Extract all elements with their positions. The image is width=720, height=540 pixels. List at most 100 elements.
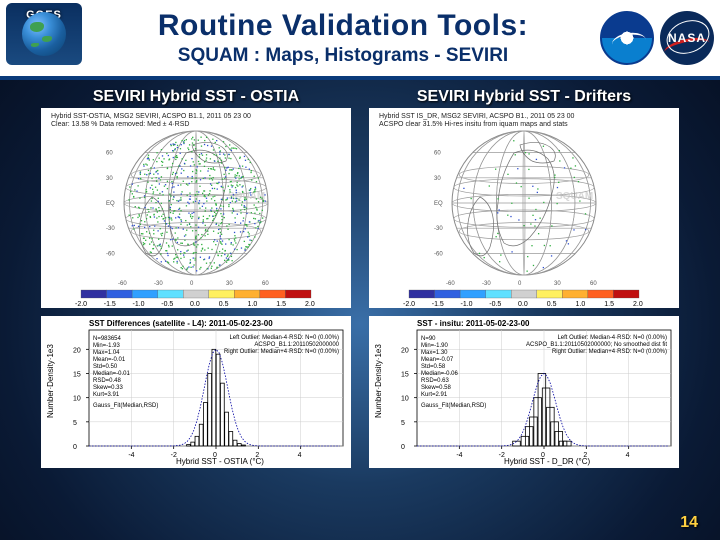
- left-map-panel: Hybrid SST-OSTIA, MSG2 SEVIRI, ACSPO B1.…: [41, 108, 351, 308]
- svg-text:Hybrid SST-OSTIA, MSG2 SEVIRI,: Hybrid SST-OSTIA, MSG2 SEVIRI, ACSPO B1.…: [51, 113, 251, 120]
- svg-text:5: 5: [401, 420, 405, 427]
- svg-text:-4: -4: [456, 452, 462, 459]
- right-column: SEVIRI Hybrid SST - Drifters Hybrid SST …: [369, 88, 679, 468]
- right-column-title: SEVIRI Hybrid SST - Drifters: [369, 88, 679, 106]
- svg-text:30: 30: [106, 176, 113, 182]
- svg-text:-1.5: -1.5: [104, 301, 116, 308]
- left-hist-panel: SST Differences (satellite - L4): 2011-0…: [41, 316, 351, 468]
- svg-text:-60: -60: [434, 251, 443, 257]
- svg-text:ACSPO_B1.1:20110502000000; No: ACSPO_B1.1:20110502000000; No smoothed d…: [526, 342, 667, 348]
- svg-text:Kurt=2.91: Kurt=2.91: [421, 392, 448, 398]
- svg-text:-1.5: -1.5: [432, 301, 444, 308]
- svg-text:30: 30: [434, 176, 441, 182]
- svg-text:4: 4: [298, 452, 302, 459]
- noaa-logo-icon: [600, 11, 654, 65]
- svg-text:EQ: EQ: [106, 201, 115, 207]
- svg-text:Median=-0.01: Median=-0.01: [93, 371, 131, 377]
- svg-text:SST - insitu: 2011-05-02-23-00: SST - insitu: 2011-05-02-23-00: [417, 319, 530, 328]
- svg-text:0: 0: [401, 444, 405, 451]
- svg-text:SQUAM: SQUAM: [556, 191, 593, 202]
- svg-text:2.0: 2.0: [633, 301, 643, 308]
- svg-text:Right Outlier: Median+4·RSD: N: Right Outlier: Median+4·RSD: N=0 (0.00%): [224, 349, 339, 355]
- earth-icon: [22, 12, 66, 56]
- svg-text:60: 60: [262, 281, 269, 287]
- svg-text:Left Outlier: Median-4·RSD: N=: Left Outlier: Median-4·RSD: N=0 (0.00%): [229, 335, 339, 341]
- left-map-chart: Hybrid SST-OSTIA, MSG2 SEVIRI, ACSPO B1.…: [41, 108, 351, 308]
- svg-text:1.5: 1.5: [276, 301, 286, 308]
- svg-text:-60: -60: [118, 281, 127, 287]
- svg-text:1.0: 1.0: [248, 301, 258, 308]
- svg-text:-1.0: -1.0: [133, 301, 145, 308]
- svg-text:Std=0.58: Std=0.58: [421, 364, 446, 370]
- svg-text:Median=-0.06: Median=-0.06: [421, 371, 459, 377]
- right-histogram-chart: SST - insitu: 2011-05-02-23-00-4-2024051…: [369, 316, 679, 468]
- svg-text:2.0: 2.0: [305, 301, 315, 308]
- svg-text:Gauss_Fit(Median,RSD): Gauss_Fit(Median,RSD): [93, 403, 158, 409]
- svg-text:20: 20: [401, 347, 409, 354]
- header-bar: GOES Routine Validation Tools: SQUAM : M…: [0, 0, 720, 80]
- nasa-label: NASA: [660, 31, 714, 45]
- svg-text:ACSPO_B1.1:20110502000000: ACSPO_B1.1:20110502000000: [254, 342, 339, 348]
- svg-text:-30: -30: [106, 226, 115, 232]
- slide-title: Routine Validation Tools:: [86, 9, 600, 43]
- svg-text:-60: -60: [446, 281, 455, 287]
- svg-text:0.0: 0.0: [518, 301, 528, 308]
- svg-text:Skew=0.58: Skew=0.58: [421, 385, 452, 391]
- left-histogram-chart: SST Differences (satellite - L4): 2011-0…: [41, 316, 351, 468]
- svg-text:Mean=-0.07: Mean=-0.07: [421, 357, 454, 363]
- svg-text:Skew=0.33: Skew=0.33: [93, 385, 124, 391]
- page-number: 14: [680, 514, 698, 532]
- svg-text:Hybrid SST IS_DR, MSG2 SEVIRI,: Hybrid SST IS_DR, MSG2 SEVIRI, ACSPO B1.…: [379, 113, 575, 120]
- svg-text:0: 0: [73, 444, 77, 451]
- svg-text:Min=-1.93: Min=-1.93: [93, 343, 121, 349]
- svg-text:60: 60: [434, 151, 441, 157]
- svg-text:-0.5: -0.5: [161, 301, 173, 308]
- svg-text:15: 15: [401, 372, 409, 379]
- svg-text:Max=1.30: Max=1.30: [421, 350, 448, 356]
- title-block: Routine Validation Tools: SQUAM : Maps, …: [86, 9, 600, 67]
- left-column-title: SEVIRI Hybrid SST - OSTIA: [41, 88, 351, 106]
- svg-text:Clear: 13.58 %: Clear: 13.58 % Data removed: Med ± 4·RSD: [51, 121, 189, 128]
- svg-text:RSD=0.63: RSD=0.63: [421, 378, 450, 384]
- svg-text:-30: -30: [154, 281, 163, 287]
- svg-text:-30: -30: [434, 226, 443, 232]
- svg-text:N=983654: N=983654: [93, 336, 122, 342]
- right-map-panel: Hybrid SST IS_DR, MSG2 SEVIRI, ACSPO B1.…: [369, 108, 679, 308]
- svg-text:0.0: 0.0: [190, 301, 200, 308]
- svg-text:0.5: 0.5: [547, 301, 557, 308]
- right-logos: NASA: [600, 11, 714, 65]
- left-column: SEVIRI Hybrid SST - OSTIA Hybrid SST-OST…: [41, 88, 351, 468]
- svg-text:5: 5: [73, 420, 77, 427]
- svg-text:Max=1.04: Max=1.04: [93, 350, 120, 356]
- svg-text:-2.0: -2.0: [403, 301, 415, 308]
- svg-text:-30: -30: [482, 281, 491, 287]
- svg-text:30: 30: [226, 281, 233, 287]
- svg-text:-2.0: -2.0: [75, 301, 87, 308]
- svg-text:Kurt=3.91: Kurt=3.91: [93, 392, 120, 398]
- svg-text:10: 10: [401, 396, 409, 403]
- svg-text:0.5: 0.5: [219, 301, 229, 308]
- svg-text:4: 4: [626, 452, 630, 459]
- svg-text:N=90: N=90: [421, 336, 436, 342]
- svg-text:-4: -4: [128, 452, 134, 459]
- right-map-chart: Hybrid SST IS_DR, MSG2 SEVIRI, ACSPO B1.…: [369, 108, 679, 308]
- svg-text:30: 30: [554, 281, 561, 287]
- svg-text:SQUAM: SQUAM: [228, 191, 265, 202]
- svg-text:EQ: EQ: [434, 201, 443, 207]
- svg-text:RSD=0.48: RSD=0.48: [93, 378, 122, 384]
- svg-text:Mean=-0.01: Mean=-0.01: [93, 357, 126, 363]
- svg-text:Hybrid SST - OSTIA (°C): Hybrid SST - OSTIA (°C): [176, 457, 264, 466]
- svg-text:SST Differences (satellite - L: SST Differences (satellite - L4): 2011-0…: [89, 319, 273, 328]
- svg-text:Right Outlier: Median+4·RSD: N: Right Outlier: Median+4·RSD: N=0 (0.00%): [552, 349, 667, 355]
- svg-text:Left Outlier: Median-4·RSD: N=: Left Outlier: Median-4·RSD: N=0 (0.00%): [557, 335, 667, 341]
- svg-text:ACSPO clear 31.5% Hi-res ins: ACSPO clear 31.5% Hi-res insitu from iqu…: [379, 121, 568, 128]
- svg-text:Number·Density·1e3: Number·Density·1e3: [46, 344, 55, 418]
- nasa-logo-icon: NASA: [660, 11, 714, 65]
- goes-logo: GOES: [6, 3, 86, 73]
- svg-text:Min=-1.90: Min=-1.90: [421, 343, 449, 349]
- slide-subtitle: SQUAM : Maps, Histograms - SEVIRI: [86, 45, 600, 67]
- svg-text:Number·Density·1e3: Number·Density·1e3: [374, 344, 383, 418]
- svg-text:15: 15: [73, 372, 81, 379]
- svg-text:20: 20: [73, 347, 81, 354]
- right-hist-panel: SST - insitu: 2011-05-02-23-00-4-2024051…: [369, 316, 679, 468]
